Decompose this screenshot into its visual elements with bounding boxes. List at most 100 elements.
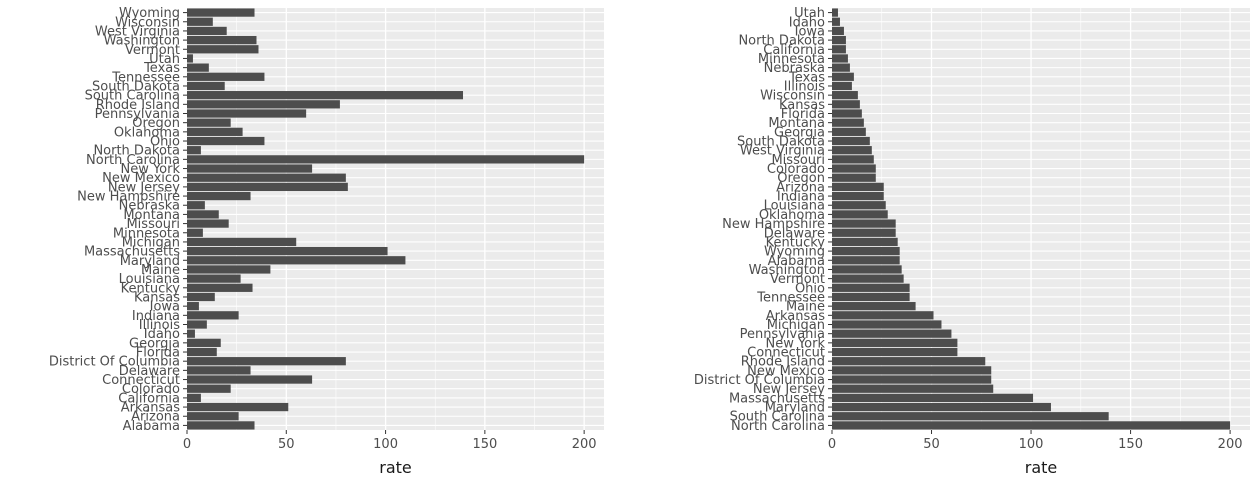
bar xyxy=(832,292,910,302)
y-tick-label: Wisconsin xyxy=(760,89,825,104)
bar xyxy=(187,81,225,91)
y-tick-label: New Mexico xyxy=(747,364,825,379)
bar xyxy=(832,146,872,155)
y-tick-label: Massachusetts xyxy=(729,391,825,406)
y-tick-label: Arizona xyxy=(776,180,825,195)
y-tick-label: Tennessee xyxy=(756,290,825,305)
y-tick-label: Arkansas xyxy=(121,401,180,416)
y-tick-label: Florida xyxy=(136,346,180,361)
bar xyxy=(832,72,854,81)
bar xyxy=(832,26,844,36)
y-tick-label: Colorado xyxy=(122,382,180,397)
bar xyxy=(187,283,253,292)
y-tick-label: New York xyxy=(765,336,825,351)
bar xyxy=(832,237,898,247)
y-tick-label: New Hampshire xyxy=(77,190,180,205)
y-tick-label: Georgia xyxy=(129,336,180,351)
bar xyxy=(832,393,1034,403)
bar xyxy=(187,329,195,338)
y-tick-label: Kansas xyxy=(134,290,180,305)
y-tick-label: Rhode Island xyxy=(741,355,825,370)
bar xyxy=(187,72,265,81)
bar xyxy=(187,412,239,421)
bar xyxy=(187,311,239,320)
y-tick-label: Oklahoma xyxy=(114,125,180,140)
y-tick-label: Georgia xyxy=(774,125,825,140)
y-tick-label: Idaho xyxy=(789,15,825,30)
bar xyxy=(187,201,205,210)
y-tick-label: Pennsylvania xyxy=(95,107,180,122)
y-tick-label: Texas xyxy=(788,70,825,85)
bar xyxy=(187,191,251,201)
x-tick-label: 200 xyxy=(572,437,597,452)
y-tick-label: New Jersey xyxy=(108,180,180,195)
y-tick-label: Ohio xyxy=(150,135,180,150)
y-tick-label: Illinois xyxy=(139,318,180,333)
bar xyxy=(832,412,1109,421)
x-axis-title: rate xyxy=(379,458,412,477)
x-tick-label: 150 xyxy=(1118,437,1143,452)
y-tick-label: Washington xyxy=(749,263,825,278)
bar xyxy=(187,182,348,192)
y-tick-label: Pennsylvania xyxy=(740,327,825,342)
y-tick-label: Maryland xyxy=(120,254,180,269)
y-tick-label: Arkansas xyxy=(766,309,825,324)
y-tick-label: Maine xyxy=(141,263,180,278)
bar xyxy=(832,274,904,283)
x-tick-label: 50 xyxy=(923,437,940,452)
bar xyxy=(832,45,846,54)
bar xyxy=(187,63,209,72)
bar xyxy=(187,366,251,375)
x-tick-label: 100 xyxy=(1019,437,1044,452)
bar xyxy=(187,100,340,109)
y-tick-label: Delaware xyxy=(119,364,180,379)
y-tick-label: Alabama xyxy=(768,254,825,269)
bar xyxy=(832,366,992,375)
bar xyxy=(832,421,1231,430)
x-tick-label: 0 xyxy=(183,437,191,452)
bar xyxy=(832,228,896,237)
y-tick-label: South Carolina xyxy=(730,410,825,425)
bar xyxy=(832,191,884,201)
y-tick-label: New Hampshire xyxy=(722,217,825,232)
bar xyxy=(187,246,388,256)
y-tick-label: New Mexico xyxy=(102,171,180,186)
bar xyxy=(187,228,203,237)
y-tick-label: Montana xyxy=(123,208,180,223)
y-tick-label: Oregon xyxy=(777,171,825,186)
y-tick-label: South Dakota xyxy=(92,79,180,94)
bar xyxy=(832,302,916,311)
y-tick-label: North Dakota xyxy=(738,34,825,49)
y-tick-label: West Virginia xyxy=(95,24,180,39)
y-tick-label: Arizona xyxy=(131,410,180,425)
bar xyxy=(187,402,289,412)
y-tick-label: Maryland xyxy=(765,401,825,416)
bar xyxy=(187,274,241,283)
bar xyxy=(832,256,900,265)
y-tick-label: Illinois xyxy=(784,79,825,94)
y-tick-label: West Virginia xyxy=(740,144,825,159)
y-tick-label: Missouri xyxy=(771,153,825,168)
y-tick-label: Minnesota xyxy=(113,226,180,241)
x-tick-label: 100 xyxy=(373,437,398,452)
y-tick-label: South Carolina xyxy=(85,89,180,104)
bar xyxy=(832,109,862,118)
bar xyxy=(832,384,994,393)
y-tick-label: Texas xyxy=(143,61,180,76)
y-tick-label: Utah xyxy=(794,6,825,21)
y-tick-label: Connecticut xyxy=(102,373,180,388)
bar xyxy=(832,81,852,91)
bar xyxy=(187,17,213,26)
bar xyxy=(832,402,1051,412)
y-tick-label: North Carolina xyxy=(86,153,180,168)
bar xyxy=(832,265,902,274)
bar xyxy=(832,136,870,146)
bar xyxy=(187,265,271,274)
bar xyxy=(187,109,307,118)
y-tick-label: Maine xyxy=(786,300,825,315)
bar xyxy=(832,357,986,366)
y-tick-label: Iowa xyxy=(795,24,825,39)
bar xyxy=(832,182,884,192)
bar xyxy=(187,338,221,347)
bar xyxy=(187,292,215,302)
